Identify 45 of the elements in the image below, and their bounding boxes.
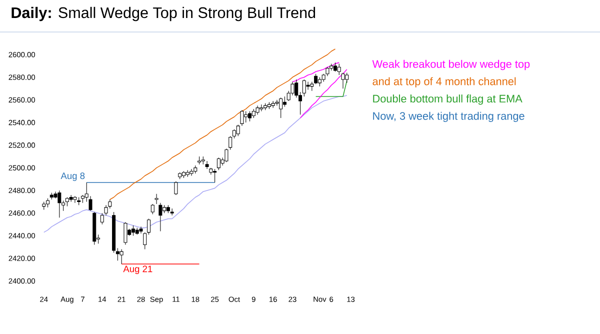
annotation: Aug 21: [123, 266, 152, 274]
candlestick: [302, 79, 306, 97]
line-series: [110, 48, 336, 200]
candlestick: [190, 168, 194, 176]
candlestick: [282, 96, 286, 107]
candlestick: [213, 168, 217, 183]
candlestick: [154, 194, 158, 204]
candlestick: [116, 248, 120, 261]
candlestick: [252, 108, 256, 118]
candlestick: [73, 196, 77, 204]
candlestick: [131, 225, 135, 236]
candlestick: [124, 222, 128, 246]
candlestick: [174, 181, 178, 196]
candlestick: [58, 190, 62, 218]
candlestick: [306, 82, 310, 90]
candlestick: [260, 104, 264, 112]
candlestick: [150, 204, 154, 214]
line-series: [300, 68, 348, 118]
text: and at top of 4 month channel: [372, 77, 516, 88]
candlestick: [205, 160, 209, 170]
candlestick: [65, 196, 69, 207]
candlestick: [228, 136, 232, 150]
candlestick: [120, 249, 124, 264]
candlestick: [216, 157, 220, 170]
candlestick: [345, 72, 349, 84]
candlestick: [147, 218, 151, 235]
candlestick: [275, 100, 279, 106]
candlestick: [279, 97, 283, 118]
line-series: [292, 62, 340, 82]
text: Weak breakout below wedge top: [372, 60, 530, 70]
candlestick: [224, 148, 228, 162]
candlestick: [232, 129, 236, 139]
annotation: Aug 8: [60, 172, 85, 181]
text: Now, 3 week tight trading range: [373, 112, 524, 122]
candlestick: [248, 110, 252, 122]
candlestick: [256, 105, 260, 115]
candlestick: [294, 79, 298, 98]
candlestick: [333, 62, 337, 72]
text: Double bottom bull flag at EMA: [373, 94, 522, 105]
candlestick: [46, 198, 50, 208]
candlestick: [158, 202, 162, 232]
chart-title: Daily: Small Wedge Top in Strong Bull Trend: [12, 6, 316, 22]
candlestick: [318, 77, 322, 87]
candlestick: [326, 66, 330, 76]
candlestick: [244, 110, 248, 123]
